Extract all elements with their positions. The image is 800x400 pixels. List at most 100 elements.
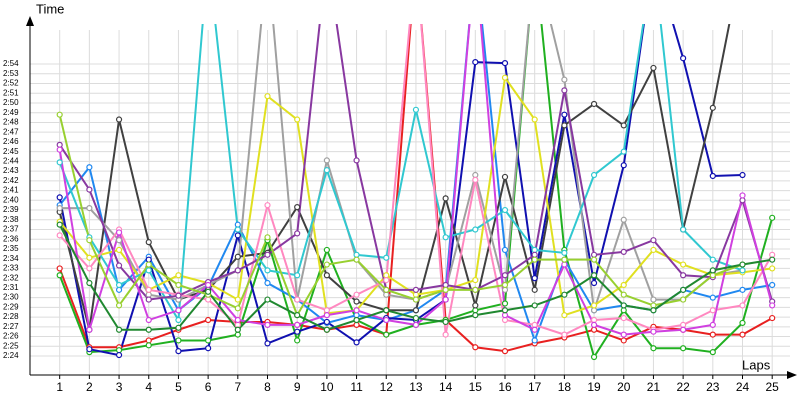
x-tick-label: 2	[86, 380, 93, 394]
y-tick-label: 2:36	[3, 234, 19, 243]
data-point	[442, 296, 449, 303]
data-point	[145, 337, 152, 344]
data-point	[56, 221, 63, 228]
data-point	[561, 249, 568, 256]
y-tick-label: 2:40	[3, 195, 19, 204]
data-point	[294, 116, 301, 123]
data-point	[264, 296, 271, 303]
data-point	[323, 318, 330, 326]
data-point	[234, 232, 241, 239]
data-point	[264, 93, 271, 100]
x-tick-label: 18	[558, 380, 572, 394]
data-point	[561, 122, 568, 129]
data-point	[115, 302, 123, 309]
data-point	[145, 291, 152, 298]
data-point	[205, 296, 212, 303]
data-point	[56, 159, 63, 166]
series-line	[59, 24, 743, 311]
data-point	[680, 286, 687, 293]
data-point	[412, 321, 420, 328]
x-tick-label: 14	[439, 380, 453, 394]
data-point	[56, 232, 63, 239]
data-point	[264, 340, 271, 347]
x-tick-label: 13	[409, 380, 423, 394]
data-point	[709, 272, 716, 279]
data-point	[86, 346, 93, 353]
y-tick-label: 2:45	[3, 147, 19, 156]
data-point	[383, 307, 390, 314]
data-point	[442, 234, 449, 241]
data-point	[86, 164, 93, 171]
data-point	[294, 321, 301, 328]
series-line	[58, 114, 743, 318]
data-point	[680, 55, 687, 62]
data-point	[383, 277, 390, 284]
x-tick-label: 12	[380, 380, 394, 394]
data-point	[56, 111, 63, 118]
data-point	[323, 326, 330, 333]
data-point	[501, 74, 509, 81]
data-point	[294, 337, 301, 344]
data-point	[353, 157, 360, 164]
data-point	[115, 347, 123, 354]
data-point	[709, 294, 716, 301]
data-point	[264, 279, 271, 287]
x-tick-label: 24	[736, 380, 750, 394]
data-point	[620, 291, 627, 298]
data-point	[412, 291, 420, 298]
data-point	[531, 321, 538, 328]
data-point	[650, 328, 657, 335]
y-axis-title: Time	[36, 1, 64, 16]
data-point	[115, 262, 123, 269]
data-point	[383, 286, 390, 293]
data-point	[769, 281, 776, 289]
data-point	[650, 64, 657, 72]
data-point	[769, 214, 776, 221]
x-tick-label: 4	[145, 380, 152, 394]
data-point	[383, 272, 390, 279]
x-axis-title: Laps	[742, 357, 771, 372]
data-point	[175, 272, 182, 279]
data-point	[680, 261, 687, 268]
data-point	[234, 226, 241, 233]
data-point	[590, 316, 598, 324]
data-point	[412, 314, 420, 322]
data-point	[620, 148, 627, 155]
data-point	[234, 267, 241, 274]
y-tick-label: 2:48	[3, 118, 19, 127]
data-point	[115, 237, 123, 244]
data-point	[680, 345, 687, 352]
data-point	[472, 312, 479, 319]
data-point	[531, 302, 538, 309]
data-point	[739, 171, 746, 179]
data-point	[264, 251, 271, 258]
y-tick-label: 2:25	[3, 341, 19, 350]
data-point	[323, 261, 330, 268]
data-point	[56, 204, 63, 212]
data-point	[353, 316, 360, 324]
data-point	[115, 351, 123, 359]
data-point	[709, 321, 716, 328]
data-point	[501, 272, 509, 279]
data-point	[442, 331, 449, 338]
data-point	[353, 291, 360, 298]
data-point	[739, 267, 746, 274]
x-tick-label: 3	[116, 380, 123, 394]
data-point	[709, 256, 716, 263]
x-tick-label: 5	[175, 380, 182, 394]
data-point	[531, 251, 538, 258]
data-point	[472, 226, 479, 233]
data-point	[353, 339, 360, 346]
data-point	[86, 279, 93, 287]
data-point	[56, 265, 63, 272]
data-point	[620, 302, 627, 309]
y-tick-label: 2:49	[3, 108, 19, 117]
data-point	[412, 286, 420, 293]
data-point	[769, 302, 776, 309]
y-tick-label: 2:29	[3, 302, 19, 311]
data-point	[294, 328, 301, 335]
data-point	[115, 229, 123, 236]
y-tick-label: 2:35	[3, 244, 19, 253]
data-point	[234, 253, 241, 260]
data-point	[739, 319, 746, 327]
